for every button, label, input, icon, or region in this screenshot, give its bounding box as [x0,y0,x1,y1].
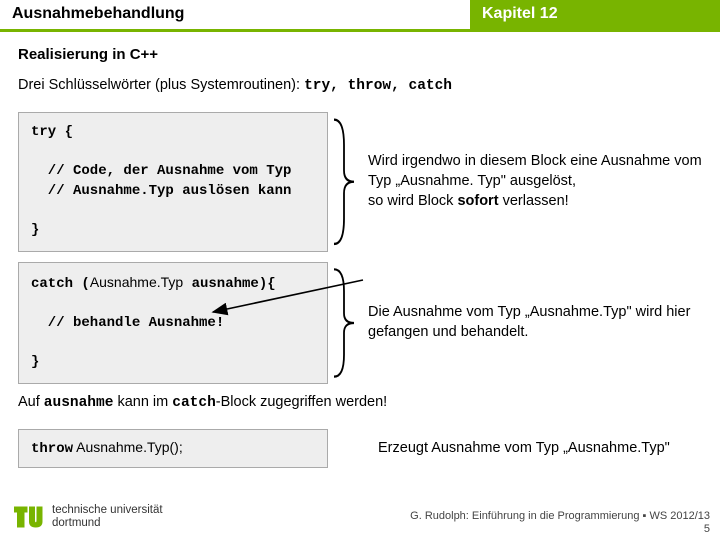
slide-header: Ausnahmebehandlung Kapitel 12 [0,0,720,32]
subtitle: Realisierung in C++ [18,46,702,63]
intro-prefix: Drei Schlüsselwörter (plus Systemroutine… [18,77,304,93]
throw-row: throw Ausnahme.Typ(); Erzeugt Ausnahme v… [18,429,702,469]
try-explain: Wird irgendwo in diesem Block eine Ausna… [362,112,702,252]
throw-arg: Ausnahme.Typ(); [73,439,183,455]
logo-text: technische universität dortmund [52,504,163,529]
header-left: Ausnahmebehandlung [0,0,470,32]
intro-line: Drei Schlüsselwörter (plus Systemroutine… [18,77,702,94]
footer-page: 5 [410,523,710,536]
catch-close: } [31,354,39,370]
catch-kw: catch ( [31,276,90,292]
after-p3: -Block zugegriffen werden! [216,394,387,410]
after-k1: ausnahme [44,395,114,411]
logo-l1: technische universität [52,504,163,517]
catch-code-box: catch (Ausnahme.Typ ausnahme){ // behand… [18,262,328,384]
brace-catch [328,262,362,384]
try-row: try { // Code, der Ausnahme vom Typ // A… [18,112,702,252]
throw-explain: Erzeugt Ausnahme vom Typ „Ausnahme.Typ" [372,429,702,469]
intro-keywords: try, throw, catch [304,78,452,94]
logo-l2: dortmund [52,517,163,530]
throw-code-box: throw Ausnahme.Typ(); [18,429,328,469]
catch-explain: Die Ausnahme vom Typ „Ausnahme.Typ" wird… [362,262,702,384]
try-code-box: try { // Code, der Ausnahme vom Typ // A… [18,112,328,252]
brace-try [328,112,362,252]
throw-kw: throw [31,441,73,457]
after-p2: kann im [113,394,172,410]
logo: technische universität dortmund [14,502,163,532]
header-right: Kapitel 12 [470,0,720,32]
footer-line: G. Rudolph: Einführung in die Programmie… [410,510,710,523]
catch-row: catch (Ausnahme.Typ ausnahme){ // behand… [18,262,702,384]
catch-type: Ausnahme.Typ [90,274,183,290]
after-p1: Auf [18,394,44,410]
after-text: Auf ausnahme kann im catch-Block zugegri… [18,394,702,411]
after-k2: catch [172,395,216,411]
throw-gap [328,429,372,469]
catch-tail: ausnahme){ [183,276,275,292]
tu-logo-icon [14,502,44,532]
footer: G. Rudolph: Einführung in die Programmie… [410,510,710,536]
catch-comment: // behandle Ausnahme! [31,315,224,331]
slide-body: Realisierung in C++ Drei Schlüsselwörter… [0,32,720,486]
